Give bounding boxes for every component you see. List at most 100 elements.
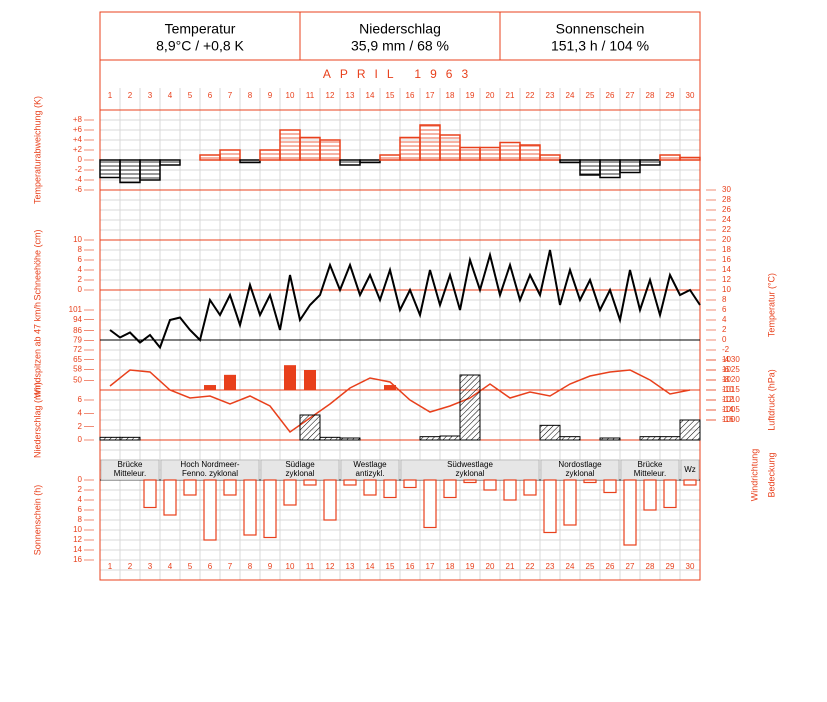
header-value: 35,9 mm / 68 %	[351, 38, 449, 54]
sunshine-bar	[143, 479, 157, 509]
y-tick-label: -6	[722, 365, 730, 374]
anomaly-bar	[499, 141, 521, 161]
y-tick-label: 65	[73, 355, 82, 364]
day-label: 13	[346, 91, 355, 100]
y-tick-label: 2	[78, 485, 83, 494]
sunshine-bar	[623, 479, 637, 546]
y-tick-label: 18	[722, 245, 731, 254]
y-tick-label: 4	[722, 315, 727, 324]
day-label: 23	[546, 91, 555, 100]
sunshine-bar	[603, 479, 617, 494]
day-label: 21	[506, 91, 515, 100]
y-tick-label: 4	[78, 408, 83, 417]
axis-label: Sonnenschein (h)	[32, 485, 42, 556]
y-tick-label: 86	[73, 326, 82, 335]
y-tick-label: 26	[722, 205, 731, 214]
y-tick-label: 1010	[722, 395, 740, 404]
anomaly-bar	[419, 124, 441, 161]
sunshine-bar	[503, 479, 517, 501]
day-label: 25	[586, 91, 595, 100]
sunshine-bar	[383, 479, 397, 499]
y-tick-label: 30	[722, 185, 731, 194]
day-label: 28	[646, 91, 655, 100]
sunshine-bar	[223, 479, 237, 496]
sunshine-bar	[483, 479, 497, 491]
y-tick-label: -6	[75, 185, 83, 194]
sunshine-bar	[183, 479, 197, 496]
day-label: 13	[346, 562, 355, 571]
frame	[99, 11, 701, 581]
y-tick-label: 12	[73, 535, 82, 544]
y-tick-label: 16	[722, 255, 731, 264]
day-label: 4	[168, 562, 173, 571]
anomaly-bar	[559, 159, 581, 164]
y-tick-label: 22	[722, 225, 731, 234]
precip-bar	[319, 436, 341, 441]
y-tick-label: -10	[722, 385, 734, 394]
anomaly-bar	[399, 136, 421, 161]
day-label: 14	[366, 562, 375, 571]
y-tick-label: -2	[75, 165, 83, 174]
day-label: 26	[606, 562, 615, 571]
line-series	[109, 249, 701, 350]
day-label: 12	[326, 562, 335, 571]
precip-bar	[659, 436, 681, 441]
axis-label: Luftdruck (hPa)	[766, 369, 776, 431]
day-label: 8	[248, 91, 253, 100]
precip-bar	[559, 436, 581, 441]
y-tick-label: 6	[722, 305, 727, 314]
precip-bar	[99, 436, 121, 441]
y-tick-label: 0	[78, 475, 83, 484]
weather-type-label: Hoch Nordmeer-	[180, 460, 239, 469]
anomaly-bar	[319, 139, 341, 161]
sunshine-bar	[583, 479, 597, 484]
day-label: 5	[188, 562, 193, 571]
weather-type-label: Brücke	[638, 460, 663, 469]
header-title: Temperatur	[165, 21, 236, 37]
sunshine-bar	[203, 479, 217, 541]
anomaly-bar	[239, 159, 261, 164]
axis-label: Schneehöhe (cm)	[32, 229, 42, 300]
sunshine-bar	[163, 479, 177, 516]
anomaly-bar	[539, 154, 561, 161]
day-label: 3	[148, 562, 153, 571]
sunshine-bar	[403, 479, 417, 489]
precip-bar	[679, 419, 701, 441]
bar	[224, 374, 236, 390]
anomaly-bar	[279, 129, 301, 161]
precip-bar	[119, 436, 141, 441]
y-tick-label: 10	[73, 525, 82, 534]
sunshine-bar	[563, 479, 577, 526]
y-tick-label: 4	[78, 265, 83, 274]
y-tick-label: 2	[722, 325, 727, 334]
day-label: 30	[686, 562, 695, 571]
weather-type-label: Mitteleur.	[634, 469, 666, 478]
day-label: 11	[306, 562, 315, 571]
day-label: 5	[188, 91, 193, 100]
line-series	[109, 369, 691, 434]
y-tick-label: 8	[78, 515, 83, 524]
header-value: 8,9°C / +0,8 K	[156, 38, 244, 54]
anomaly-bar	[299, 136, 321, 161]
day-label: 30	[686, 91, 695, 100]
weather-type-label: Fenno. zyklonal	[182, 469, 238, 478]
weather-type-label: zyklonal	[286, 469, 315, 478]
y-tick-label: -4	[722, 355, 730, 364]
weather-type-label: Nordostlage	[558, 460, 602, 469]
sunshine-bar	[463, 479, 477, 484]
anomaly-bar	[459, 146, 481, 161]
day-label: 7	[228, 562, 233, 571]
weather-type-label: zyklonal	[456, 469, 485, 478]
y-tick-label: -14	[722, 405, 734, 414]
y-tick-label: 2	[78, 275, 83, 284]
precip-bar	[459, 374, 481, 441]
day-label: 21	[506, 562, 515, 571]
day-label: 18	[446, 562, 455, 571]
day-label: 7	[228, 91, 233, 100]
y-tick-label: +2	[73, 145, 83, 154]
anomaly-bar	[439, 134, 461, 161]
axis-label: Temperaturabweichung (K)	[32, 96, 42, 204]
anomaly-bar	[99, 159, 121, 179]
anomaly-bar	[619, 159, 641, 174]
precip-bar	[539, 424, 561, 441]
